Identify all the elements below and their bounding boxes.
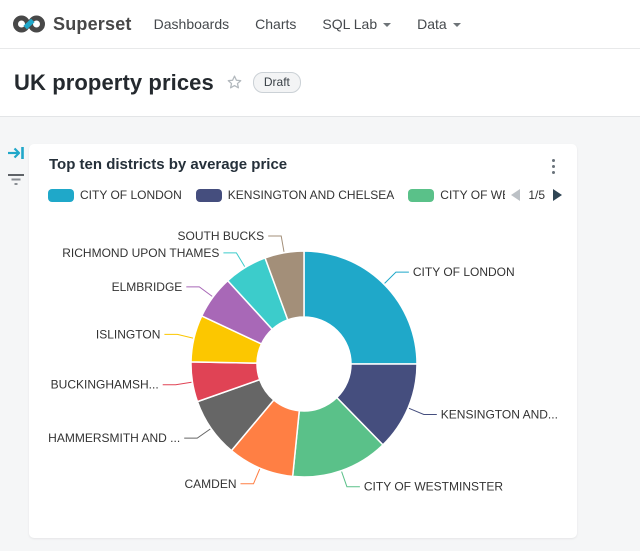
nav-item-charts[interactable]: Charts [255,16,296,32]
legend-label: KENSINGTON AND CHELSEA [227,188,395,202]
main-nav: Dashboards Charts SQL Lab Data [154,16,461,32]
legend-swatch [195,188,222,202]
chart-legend: CITY OF LONDON KENSINGTON AND CHELSEA CITY… [48,188,562,202]
filter-bar-collapse-button[interactable] [5,169,27,189]
pie-label-line-buckinghamshire [162,381,192,386]
pie-label-line-elmbridge [186,286,213,297]
caret-down-icon [383,23,392,27]
funnel-lines-icon [8,174,24,185]
legend-label: CITY OF LONDON [80,188,182,202]
pie-label-camden: CAMDEN [184,477,236,491]
pie-slice-city-of-london[interactable] [303,250,418,365]
pie-label-line-city-of-london [384,271,409,284]
nav-item-dashboards[interactable]: Dashboards [154,16,230,32]
legend-prev-icon[interactable] [511,189,521,201]
legend-items: CITY OF LONDON KENSINGTON AND CHELSEA CITY… [48,188,505,202]
nav-item-label: Data [417,16,447,32]
pie-label-islington: ISLINGTON [96,327,160,341]
pie-slice-south-bucks[interactable] [264,250,305,321]
legend-item-city-of-wes[interactable]: CITY OF WES [408,188,505,202]
draft-badge: Draft [252,72,301,93]
brand-name: Superset [53,13,132,34]
chart-card: CITY OF LONDON KENSINGTON AND... CITY OF W… [29,144,577,538]
legend-next-icon[interactable] [553,189,562,201]
brand[interactable]: Superset [12,14,132,35]
legend-label: CITY OF WES [440,188,505,202]
pie-label-line-south-bucks [268,235,285,252]
nav-item-label: Charts [255,16,297,32]
chart-title: Top ten districts by average price [49,156,288,173]
nav-item-label: SQL Lab [322,16,378,32]
chart-card-header: Top ten districts by average price [49,154,563,179]
pie-label-south-bucks: SOUTH BUCKS [178,229,265,243]
arrow-right-to-bar-icon [8,147,24,159]
nav-item-label: Dashboards [153,16,230,32]
pie-label-kensington-and-chelsea: KENSINGTON AND... [441,408,558,422]
page-header: UK property prices Draft [0,49,640,117]
pie-label-line-richmond-upon-thames [223,252,246,267]
kebab-vertical-icon [552,159,555,162]
pie-label-line-hammersmith-and-fulham [184,428,211,439]
legend-page-indicator: 1/5 [528,188,545,202]
pie-label-richmond-upon-thames: RICHMOND UPON THAMES [62,246,219,260]
pie-label-city-of-london: CITY OF LONDON [413,265,515,279]
expand-filter-bar-button[interactable] [5,143,27,163]
legend-swatch [408,188,435,202]
pie-label-line-kensington-and-chelsea [408,407,437,415]
pie-label-line-islington [164,333,194,339]
pie-label-buckinghamshire: BUCKINGHAMSH... [51,378,159,392]
legend-swatch [48,188,74,202]
caret-down-icon [452,23,461,27]
superset-logo-icon [13,15,45,33]
nav-item-sql-lab[interactable]: SQL Lab [322,16,392,32]
pie-label-hammersmith-and-fulham: HAMMERSMITH AND ... [48,431,180,445]
legend-item-kensington-and-chelsea[interactable]: KENSINGTON AND CHELSEA [195,188,395,202]
dashboard-title: UK property prices [14,69,214,95]
pie-label-line-camden [240,468,261,485]
legend-item-city-of-london[interactable]: CITY OF LONDON [48,188,182,202]
favorite-star-icon[interactable] [226,74,243,91]
pie-label-city-of-westminster: CITY OF WESTMINSTER [364,480,503,494]
nav-item-data[interactable]: Data [417,16,461,32]
top-nav: Superset Dashboards Charts SQL Lab Data [0,0,640,49]
kebab-menu-button[interactable] [544,154,563,179]
legend-pager: 1/5 [511,188,562,202]
pie-label-elmbridge: ELMBRIDGE [112,280,183,294]
pie-label-line-city-of-westminster [341,471,360,488]
donut-chart: CITY OF LONDON KENSINGTON AND... CITY OF W… [48,229,558,494]
